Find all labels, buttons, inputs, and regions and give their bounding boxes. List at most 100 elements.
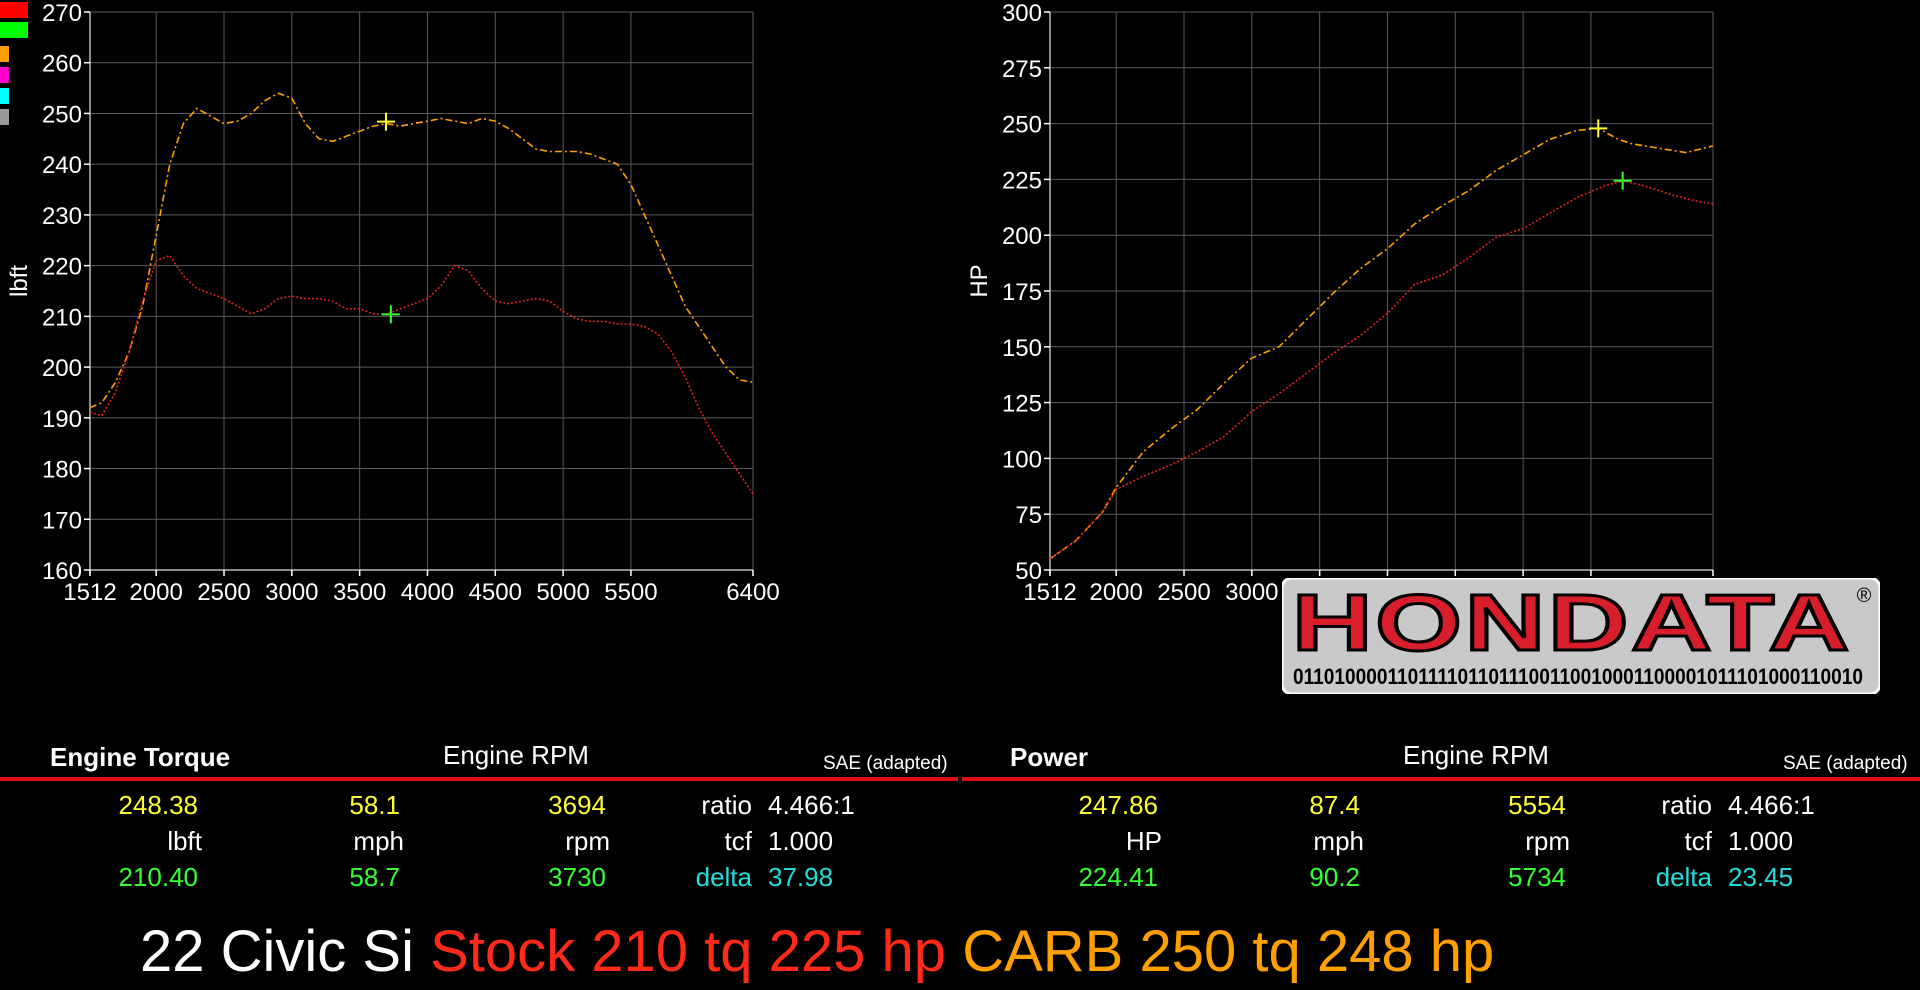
power-y-tick-label: 225 bbox=[1002, 167, 1042, 194]
power-xaxis-label: Engine RPM bbox=[1403, 740, 1549, 770]
legend-swatch-magenta[interactable] bbox=[0, 67, 9, 83]
torque-carb-peak-mph: 58.1 bbox=[349, 790, 400, 820]
power-y-tick-label: 250 bbox=[1002, 112, 1042, 139]
vehicle-model: 22 Civic Si bbox=[140, 919, 414, 984]
legend-swatch-orange[interactable] bbox=[0, 46, 9, 62]
torque-x-tick-label: 5500 bbox=[604, 579, 657, 606]
legend-swatch-red[interactable] bbox=[0, 2, 28, 18]
stock-summary: Stock 210 tq 225 hp bbox=[430, 919, 947, 984]
power-carb-peak-mph: 87.4 bbox=[1309, 790, 1360, 820]
power-delta-label: delta bbox=[1655, 862, 1712, 892]
torque-y-tick-label: 250 bbox=[42, 101, 82, 128]
torque-x-tick-label: 2500 bbox=[197, 579, 250, 606]
torque-chart: 160 170 180 190 200 210 220 230 240 250 260 270 1512… bbox=[6, 0, 780, 606]
torque-carb-peak-rpm: 3694 bbox=[548, 790, 606, 820]
power-stock-peak-value: 224.41 bbox=[1078, 862, 1158, 892]
power-y-tick-label: 100 bbox=[1002, 446, 1042, 473]
power-carb-peak-rpm: 5554 bbox=[1508, 790, 1566, 820]
power-series-carb bbox=[1049, 127, 1714, 560]
power-y-tick-label: 75 bbox=[1015, 502, 1042, 529]
torque-ratio-value: 4.466:1 bbox=[768, 790, 855, 820]
torque-divider-line bbox=[0, 777, 958, 781]
torque-y-tick-label: 170 bbox=[42, 507, 82, 534]
power-ratio-value: 4.466:1 bbox=[1728, 790, 1815, 820]
power-x-tick-label: 2000 bbox=[1089, 579, 1142, 606]
power-rpm-unit-label: rpm bbox=[1525, 826, 1570, 856]
power-y-axis-label: HP bbox=[966, 264, 993, 297]
power-x-tick-label: 3000 bbox=[1225, 579, 1278, 606]
torque-y-tick-label: 160 bbox=[42, 558, 82, 585]
power-carb-peak-value: 247.86 bbox=[1078, 790, 1158, 820]
power-stock-peak-mph: 90.2 bbox=[1309, 862, 1360, 892]
torque-tcf-label: tcf bbox=[724, 826, 752, 856]
torque-series-carb bbox=[89, 92, 754, 409]
torque-x-tick-label: 2000 bbox=[129, 579, 182, 606]
torque-y-tick-label: 270 bbox=[42, 0, 82, 27]
power-peak-marker-carb bbox=[1589, 119, 1608, 138]
power-y-tick-label: 125 bbox=[1002, 391, 1042, 418]
hondata-logo: HONDATA ® 011010000110111101101110011001… bbox=[1280, 576, 1882, 696]
registered-mark: ® bbox=[1857, 585, 1872, 607]
torque-stock-peak-mph: 58.7 bbox=[349, 862, 400, 892]
torque-delta-value: 37.98 bbox=[768, 862, 834, 892]
torque-y-tick-label: 230 bbox=[42, 203, 82, 230]
torque-stock-peak-rpm: 3730 bbox=[548, 862, 606, 892]
power-y-tick-label: 150 bbox=[1002, 335, 1042, 362]
torque-y-tick-label: 190 bbox=[42, 406, 82, 433]
torque-mph-unit-label: mph bbox=[353, 826, 404, 856]
power-mph-unit-label: mph bbox=[1313, 826, 1364, 856]
power-correction-note: SAE (adapted) bbox=[1783, 753, 1908, 774]
torque-x-tick-label: 4500 bbox=[469, 579, 522, 606]
torque-x-tick-label: 5000 bbox=[536, 579, 589, 606]
power-y-tick-label: 300 bbox=[1002, 0, 1042, 27]
torque-y-tick-label: 180 bbox=[42, 457, 82, 484]
torque-y-axis-label: lbft bbox=[6, 265, 33, 297]
torque-stock-peak-value: 210.40 bbox=[118, 862, 198, 892]
power-chart-title: Power bbox=[1010, 742, 1089, 772]
torque-series-stock bbox=[89, 254, 754, 495]
torque-y-tick-label: 240 bbox=[42, 152, 82, 179]
power-divider-line bbox=[962, 777, 1920, 781]
torque-xaxis-label: Engine RPM bbox=[443, 740, 589, 770]
torque-peak-marker-stock bbox=[381, 305, 400, 324]
power-tcf-label: tcf bbox=[1684, 826, 1712, 856]
torque-x-tick-label: 3500 bbox=[333, 579, 386, 606]
power-y-tick-label: 175 bbox=[1002, 279, 1042, 306]
torque-y-tick-label: 220 bbox=[42, 254, 82, 281]
torque-y-tick-label: 200 bbox=[42, 355, 82, 382]
power-unit-label: HP bbox=[1125, 826, 1162, 856]
power-x-tick-label: 1512 bbox=[1023, 579, 1076, 606]
legend-swatch-green[interactable] bbox=[0, 22, 28, 38]
torque-x-tick-label: 1512 bbox=[63, 579, 116, 606]
hondata-logo-graphic: HONDATA ® 011010000110111101101110011001… bbox=[1280, 576, 1882, 696]
power-ratio-label: ratio bbox=[1661, 790, 1712, 820]
torque-chart-title: Engine Torque bbox=[50, 742, 231, 772]
power-tcf-value: 1.000 bbox=[1728, 826, 1794, 856]
run-summary-caption: 22 Civic Si Stock 210 tq 225 hp CARB 250… bbox=[140, 918, 1494, 985]
power-series-stock bbox=[1049, 179, 1714, 560]
power-y-tick-label: 50 bbox=[1015, 558, 1042, 585]
legend-swatch-gray[interactable] bbox=[0, 109, 9, 125]
hondata-binary-text: 0110100001101111011011100110010001100001… bbox=[1293, 664, 1863, 689]
torque-unit-label: lbft bbox=[167, 826, 202, 856]
power-stock-peak-rpm: 5734 bbox=[1508, 862, 1566, 892]
power-x-tick-label: 2500 bbox=[1157, 579, 1210, 606]
power-y-tick-label: 275 bbox=[1002, 56, 1042, 83]
torque-rpm-unit-label: rpm bbox=[565, 826, 610, 856]
power-delta-value: 23.45 bbox=[1728, 862, 1794, 892]
torque-x-tick-label: 4000 bbox=[401, 579, 454, 606]
power-peak-marker-stock bbox=[1613, 171, 1632, 190]
legend-swatch-cyan[interactable] bbox=[0, 88, 9, 104]
torque-y-tick-label: 260 bbox=[42, 51, 82, 78]
torque-x-tick-label: 6400 bbox=[726, 579, 779, 606]
torque-tcf-value: 1.000 bbox=[768, 826, 834, 856]
torque-delta-label: delta bbox=[695, 862, 752, 892]
torque-peak-marker-carb bbox=[376, 112, 395, 131]
carb-summary: CARB 250 tq 248 hp bbox=[962, 919, 1495, 984]
power-y-tick-label: 200 bbox=[1002, 223, 1042, 250]
torque-x-tick-label: 3000 bbox=[265, 579, 318, 606]
torque-ratio-label: ratio bbox=[701, 790, 752, 820]
torque-correction-note: SAE (adapted) bbox=[823, 753, 948, 774]
torque-y-tick-label: 210 bbox=[42, 304, 82, 331]
